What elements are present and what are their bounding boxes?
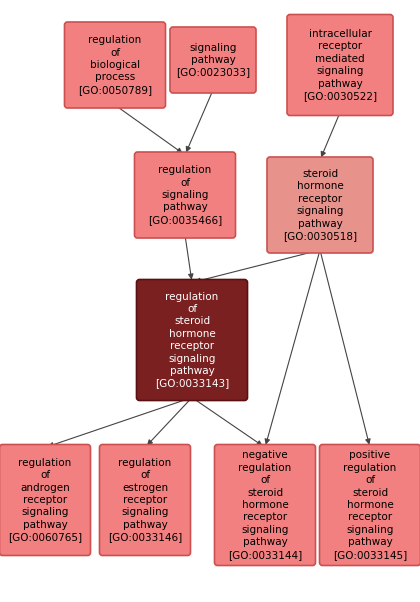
Text: regulation
of
androgen
receptor
signaling
pathway
[GO:0060765]: regulation of androgen receptor signalin… [8, 458, 82, 542]
Text: positive
regulation
of
steroid
hormone
receptor
signaling
pathway
[GO:0033145]: positive regulation of steroid hormone r… [333, 450, 407, 560]
FancyBboxPatch shape [100, 444, 191, 556]
Text: intracellular
receptor
mediated
signaling
pathway
[GO:0030522]: intracellular receptor mediated signalin… [303, 29, 377, 101]
FancyBboxPatch shape [0, 444, 90, 556]
FancyBboxPatch shape [267, 157, 373, 253]
FancyBboxPatch shape [134, 152, 236, 238]
Text: regulation
of
estrogen
receptor
signaling
pathway
[GO:0033146]: regulation of estrogen receptor signalin… [108, 458, 182, 542]
FancyBboxPatch shape [65, 22, 165, 108]
FancyBboxPatch shape [136, 279, 247, 400]
FancyBboxPatch shape [320, 444, 420, 565]
Text: signaling
pathway
[GO:0023033]: signaling pathway [GO:0023033] [176, 43, 250, 78]
Text: regulation
of
signaling
pathway
[GO:0035466]: regulation of signaling pathway [GO:0035… [148, 165, 222, 225]
FancyBboxPatch shape [215, 444, 315, 565]
FancyBboxPatch shape [287, 14, 393, 116]
Text: regulation
of
steroid
hormone
receptor
signaling
pathway
[GO:0033143]: regulation of steroid hormone receptor s… [155, 291, 229, 388]
Text: regulation
of
biological
process
[GO:0050789]: regulation of biological process [GO:005… [78, 35, 152, 95]
Text: negative
regulation
of
steroid
hormone
receptor
signaling
pathway
[GO:0033144]: negative regulation of steroid hormone r… [228, 450, 302, 560]
Text: steroid
hormone
receptor
signaling
pathway
[GO:0030518]: steroid hormone receptor signaling pathw… [283, 169, 357, 241]
FancyBboxPatch shape [170, 27, 256, 93]
